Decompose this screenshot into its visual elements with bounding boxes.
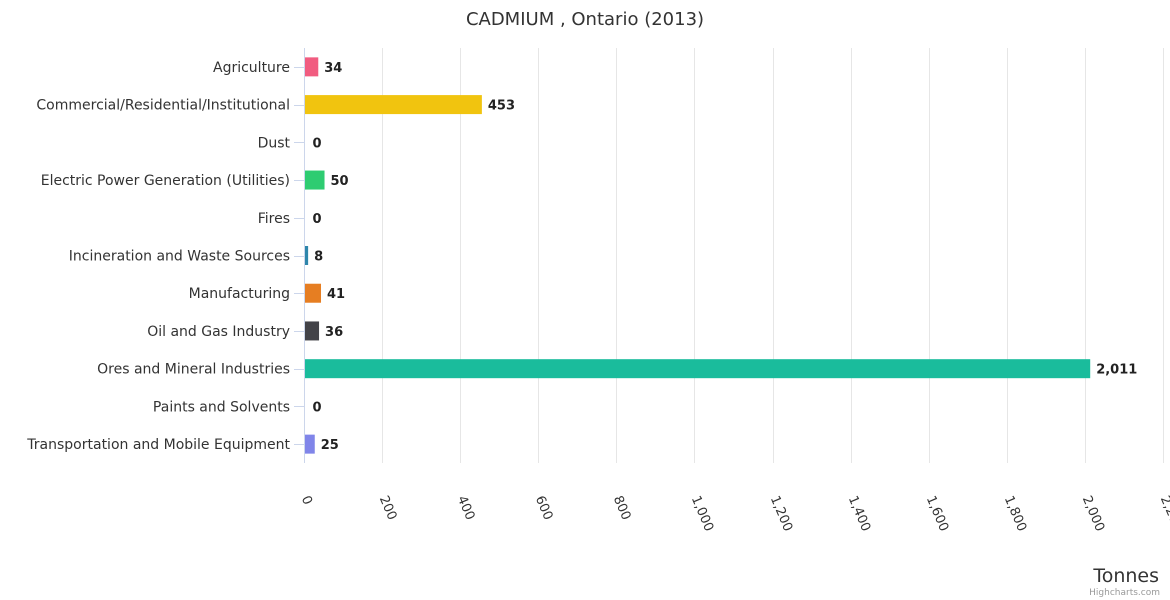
- data-label: 0: [313, 136, 322, 151]
- bars: [305, 57, 1091, 454]
- category-labels: Agriculture Commercial/Residential/Instit…: [26, 60, 290, 453]
- bar[interactable]: [305, 95, 482, 115]
- bar[interactable]: [305, 170, 325, 190]
- data-label: 25: [321, 438, 339, 453]
- category-label: Agriculture: [213, 60, 290, 76]
- data-labels: 34 453 0 50 0 8 41 36 2,011 0 25: [313, 61, 1138, 453]
- data-label: 8: [314, 250, 323, 265]
- data-label: 34: [324, 61, 342, 76]
- category-label: Fires: [258, 211, 290, 227]
- category-label: Electric Power Generation (Utilities): [41, 173, 290, 189]
- bar[interactable]: [305, 246, 309, 265]
- category-label: Incineration and Waste Sources: [69, 249, 290, 265]
- credits-link[interactable]: Highcharts.com: [1089, 588, 1160, 598]
- data-label: 41: [327, 287, 345, 302]
- category-label: Dust: [258, 135, 291, 151]
- data-label: 50: [331, 174, 349, 189]
- bar[interactable]: [305, 57, 319, 77]
- category-label: Manufacturing: [189, 286, 290, 302]
- data-label: 2,011: [1096, 363, 1137, 378]
- category-label: Paints and Solvents: [153, 399, 290, 415]
- data-label: 453: [488, 99, 515, 114]
- category-label: Oil and Gas Industry: [147, 324, 290, 340]
- category-label: Ores and Mineral Industries: [97, 362, 290, 378]
- chart-title: CADMIUM , Ontario (2013): [466, 9, 704, 30]
- bar[interactable]: [305, 283, 322, 303]
- grid-lines: [294, 48, 1164, 463]
- category-label: Transportation and Mobile Equipment: [26, 437, 290, 453]
- category-label: Commercial/Residential/Institutional: [36, 98, 290, 114]
- data-label: 36: [325, 325, 343, 340]
- bar[interactable]: [305, 321, 320, 341]
- bar[interactable]: [305, 359, 1091, 379]
- bar[interactable]: [305, 434, 315, 454]
- data-label: 0: [313, 400, 322, 415]
- data-label: 0: [313, 212, 322, 227]
- x-axis-title: Tonnes: [1092, 565, 1159, 587]
